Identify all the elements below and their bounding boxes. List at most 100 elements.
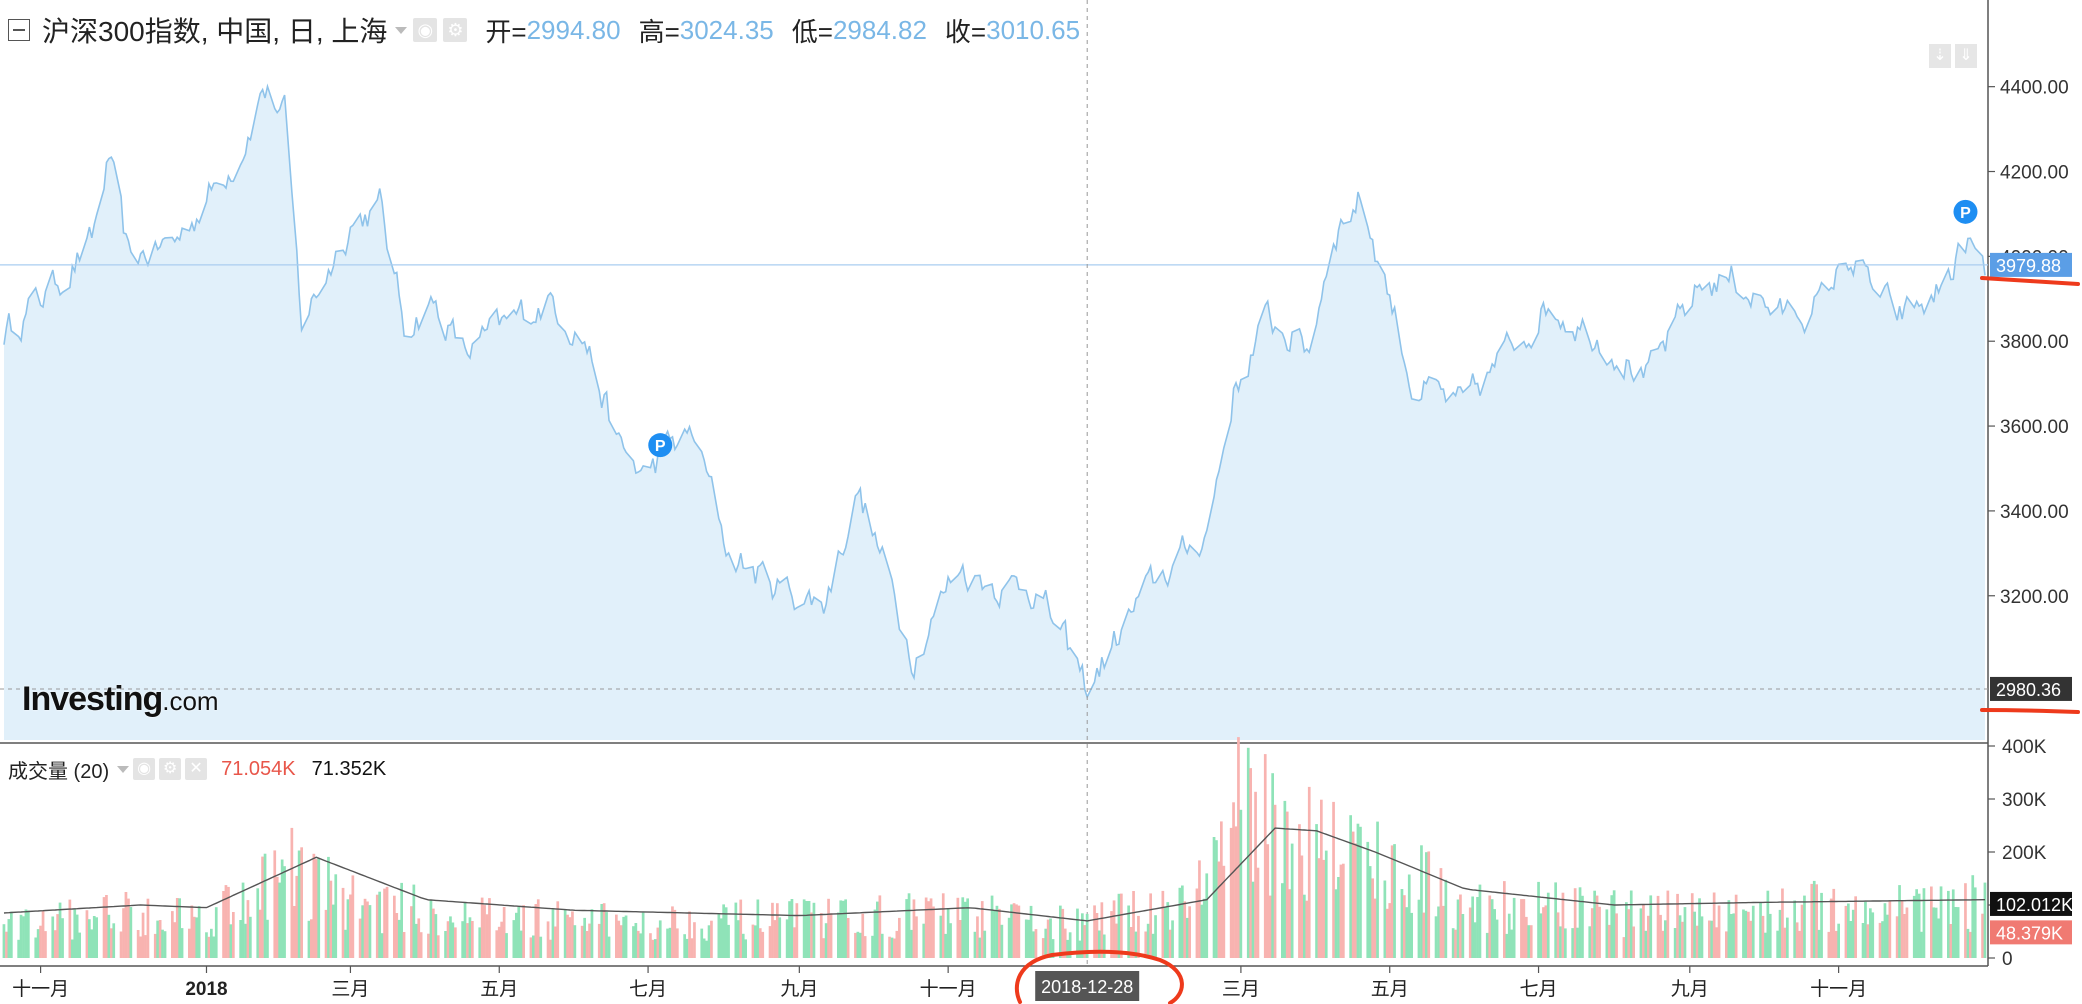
volume-bar [1764, 932, 1767, 958]
volume-bar [158, 920, 162, 958]
volume-bar [461, 921, 464, 958]
volume-bar [1268, 895, 1272, 958]
volume-bar [275, 876, 279, 958]
volume-bar [739, 899, 743, 958]
volume-bar [1442, 905, 1445, 958]
volume-bar [5, 931, 8, 958]
volume-bar [1700, 916, 1704, 958]
volume-bar [1744, 910, 1748, 958]
volume-bar [1324, 850, 1328, 958]
volume-bar [1251, 881, 1255, 958]
volume-ma-badge-bg [1990, 920, 2072, 945]
volume-bar [1217, 861, 1221, 958]
volume-bar [1666, 890, 1670, 958]
volume-bar [1639, 908, 1643, 958]
volume-bar [1930, 886, 1933, 958]
arrow-down-double-icon[interactable]: ⇓ [1955, 44, 1977, 68]
volume-bar [839, 900, 843, 958]
eye-icon[interactable]: ◉ [133, 758, 156, 780]
gear-icon[interactable]: ⚙ [443, 18, 468, 42]
volume-bar [88, 919, 91, 958]
volume-bar [861, 913, 865, 958]
volume-bar [375, 894, 379, 958]
volume-bar [341, 887, 345, 958]
volume-bar [10, 911, 13, 958]
volume-bar [1332, 801, 1335, 958]
volume-last-badge-bg [1990, 891, 2072, 916]
volume-bar [539, 936, 543, 958]
volume-bar [1168, 929, 1172, 958]
volume-bar [141, 912, 145, 958]
volume-bar [1866, 924, 1870, 958]
volume-bar [1644, 930, 1648, 958]
volume-bar [1212, 837, 1216, 958]
volume-bar [534, 904, 538, 958]
volume-bar [197, 906, 201, 958]
volume-bar [92, 916, 96, 958]
volume-bar [1390, 845, 1394, 958]
volume-bar [488, 898, 491, 958]
volume-bar [136, 930, 140, 958]
volume-bar [1527, 925, 1531, 958]
volume-bar [705, 940, 708, 958]
volume-title[interactable]: 成交量 (20) [8, 760, 110, 783]
volume-bar [1229, 827, 1233, 958]
volume-bar [1232, 802, 1235, 958]
volume-bar [1478, 884, 1482, 958]
collapse-icon[interactable] [8, 19, 30, 41]
volume-bar [107, 914, 111, 958]
volume-bar [1115, 923, 1118, 958]
volume-ma-badge: 48.379K [1996, 923, 2063, 943]
volume-bar [1451, 928, 1455, 958]
volume-bar [312, 853, 316, 958]
volume-bar [349, 894, 352, 958]
high-value: 3024.35 [679, 14, 774, 45]
volume-bar [1400, 889, 1404, 958]
volume-bar [822, 938, 826, 958]
volume-bar [961, 897, 965, 958]
volume-bar [1934, 907, 1938, 958]
volume-bar [1954, 907, 1958, 958]
arrow-down-icon[interactable]: ⇣ [1929, 44, 1951, 68]
volume-bar [1815, 884, 1818, 958]
volume-bar [232, 912, 235, 958]
volume-bar [419, 932, 423, 958]
chevron-down-icon[interactable] [117, 765, 130, 773]
volume-bar [75, 914, 79, 958]
volume-bar [95, 917, 98, 958]
gear-icon[interactable]: ⚙ [159, 758, 182, 780]
volume-bar [1883, 903, 1887, 958]
volume-bar [1320, 799, 1323, 958]
volume-bar [812, 902, 816, 958]
volume-bar [417, 918, 421, 958]
volume-bar [1246, 747, 1250, 958]
instrument-title[interactable]: 沪深300指数, 中国, 日, 上海 [42, 16, 388, 47]
volume-bar [1676, 893, 1679, 958]
volume-bar [1178, 887, 1182, 958]
crosshair-price-badge-bg [1990, 676, 2072, 701]
volume-bar [1129, 927, 1133, 958]
close-icon[interactable]: ✕ [185, 758, 208, 780]
volume-bar [1598, 906, 1601, 958]
volume-bar [1888, 901, 1892, 958]
volume-bar [1656, 895, 1660, 958]
chevron-down-icon[interactable] [395, 26, 408, 34]
volume-bar [829, 913, 833, 958]
volume-bar [624, 915, 628, 958]
volume-bar [1766, 890, 1770, 958]
volume-bar [1493, 909, 1496, 958]
price-area [4, 86, 1985, 740]
volume-bar [549, 939, 552, 958]
volume-bar [1120, 893, 1123, 958]
volume-bar [1844, 905, 1848, 958]
high-label: 高= [638, 16, 680, 47]
volume-bar [910, 929, 913, 958]
low-label: 低= [791, 16, 833, 47]
eye-icon[interactable]: ◉ [413, 18, 438, 42]
volume-bar [990, 895, 994, 958]
volume-bar [58, 902, 62, 958]
volume-bar [273, 850, 277, 958]
volume-bar [241, 882, 245, 958]
volume-bar [1405, 907, 1409, 958]
volume-bar [758, 928, 762, 958]
